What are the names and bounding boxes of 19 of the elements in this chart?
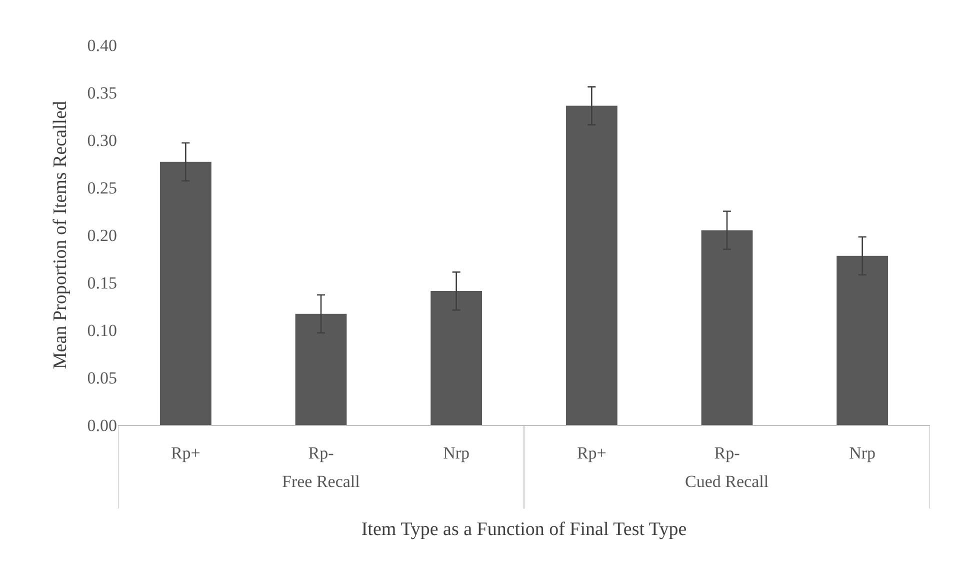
text: Free Recall <box>282 472 360 491</box>
y-tick-label: 0.20 <box>87 226 117 245</box>
text: Cued Recall <box>685 472 769 491</box>
x-tick-label: Rp+ <box>576 443 606 462</box>
y-tick-label: 0.00 <box>87 416 117 435</box>
x-tick-label: Rp- <box>308 443 334 462</box>
x-tick-label: Rp+ <box>170 443 200 462</box>
x-tick-label: Rp- <box>714 443 740 462</box>
y-tick-label: 0.10 <box>87 320 117 340</box>
y-tick-label: 0.40 <box>87 36 117 55</box>
x-tick-label: Nrp <box>849 443 876 462</box>
y-tick-label: 0.05 <box>87 368 117 388</box>
x-tick-label: Nrp <box>443 443 470 462</box>
x-axis-title: Item Type as a Function of Final Test Type <box>361 519 687 540</box>
y-tick-label: 0.30 <box>87 130 117 150</box>
y-tick-label: 0.15 <box>87 273 117 292</box>
y-axis-title: Mean Proportion of Items Recalled <box>50 100 72 370</box>
y-tick-label: 0.25 <box>87 178 117 198</box>
y-tick-label: 0.35 <box>87 83 117 102</box>
